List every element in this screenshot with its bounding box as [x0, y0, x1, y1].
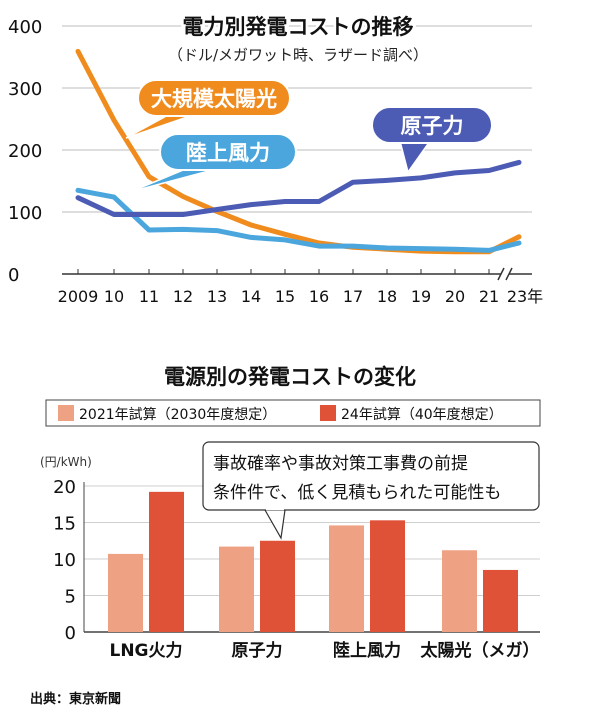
label-badge — [371, 106, 493, 144]
x-tick-label: 2009 — [58, 287, 99, 306]
bar-chart-title: 電源別の発電コストの変化 — [164, 365, 416, 389]
series-label: 大規模太陽光 — [151, 87, 277, 111]
x-tick-label: 18 — [377, 287, 397, 306]
y-tick-label: 0 — [65, 623, 76, 644]
bar-chart: 電源別の発電コストの変化 2021年試算（2030年度想定） 24年試算（40年度… — [40, 365, 541, 661]
axis-break — [497, 267, 513, 281]
bar — [149, 491, 184, 632]
y-tick-label: 100 — [8, 203, 42, 224]
y-tick-label: 15 — [53, 514, 76, 535]
line-chart-x-ticks: 2009 10 11 12 13 14 15 16 17 18 19 20 21 23年 — [58, 269, 543, 306]
x-tick-label: 10 — [104, 287, 124, 306]
bar — [329, 525, 364, 632]
callout-line: 条件件で、低く見積もられた可能性も — [213, 483, 501, 503]
series-label: 原子力 — [401, 114, 464, 138]
x-tick-label: 16 — [309, 287, 329, 306]
legend-swatch — [58, 405, 74, 421]
line-chart-y-ticks: 0 100 200 300 400 — [8, 17, 42, 286]
bar — [219, 546, 254, 632]
y-tick-label: 400 — [8, 17, 42, 38]
callout-line: 事故確率や事故対策工事費の前提 — [213, 454, 468, 474]
y-tick-label: 300 — [8, 79, 42, 100]
source-credit: 出典：東京新聞 — [30, 692, 122, 707]
y-tick-label: 5 — [65, 587, 76, 608]
series-label: 陸上風力 — [186, 141, 270, 165]
line-chart-series — [75, 48, 522, 255]
bar-chart-y-ticks: 0 5 10 15 20 — [53, 477, 76, 644]
y-tick-label: 20 — [53, 477, 76, 498]
x-tick-label: 17 — [343, 287, 363, 306]
bar — [260, 540, 295, 632]
x-tick-label: 20 — [445, 287, 465, 306]
bar-chart-y-unit: (円/kWh) — [40, 455, 92, 469]
line-chart-title: 電力別発電コストの推移 — [183, 15, 414, 39]
line-chart-subtitle: （ドル/メガワット時、ラザード調べ） — [168, 46, 428, 64]
y-tick-label: 0 — [8, 265, 19, 286]
bar-chart-categories: LNG火力 原子力 陸上風力 太陽光（メガ） — [109, 640, 539, 661]
x-tick-label: 12 — [173, 287, 193, 306]
x-tick-label: 19 — [411, 287, 431, 306]
y-tick-label: 10 — [53, 550, 76, 571]
bar — [442, 550, 477, 632]
x-tick-label: 13 — [207, 287, 227, 306]
legend-frame — [45, 399, 541, 427]
bar — [483, 569, 518, 632]
series-line — [75, 187, 522, 253]
callout-pointer — [263, 509, 286, 540]
legend-label: 24年試算（40年度想定） — [341, 407, 503, 423]
bar — [370, 520, 405, 632]
x-tick-label: 11 — [139, 287, 159, 306]
callout-box — [202, 441, 540, 511]
legend-label: 2021年試算（2030年度想定） — [79, 407, 276, 423]
category-label: LNG火力 — [109, 640, 182, 661]
category-label: 太陽光（メガ） — [421, 640, 540, 661]
x-tick-label: 15 — [275, 287, 295, 306]
category-label: 原子力 — [232, 640, 283, 661]
bar-chart-legend: 2021年試算（2030年度想定） 24年試算（40年度想定） — [45, 399, 541, 427]
series-line — [75, 159, 522, 217]
bar — [108, 553, 143, 632]
label-badge — [159, 133, 297, 171]
bar-chart-bars — [108, 491, 518, 632]
category-label: 陸上風力 — [333, 640, 401, 661]
x-tick-label: 21 — [479, 287, 499, 306]
label-badge — [137, 79, 291, 117]
x-tick-label: 14 — [241, 287, 261, 306]
y-tick-label: 200 — [8, 141, 42, 162]
x-tick-label: 23年 — [507, 287, 543, 306]
legend-swatch — [320, 405, 336, 421]
label-pointer — [399, 140, 432, 174]
series-line — [75, 48, 522, 255]
